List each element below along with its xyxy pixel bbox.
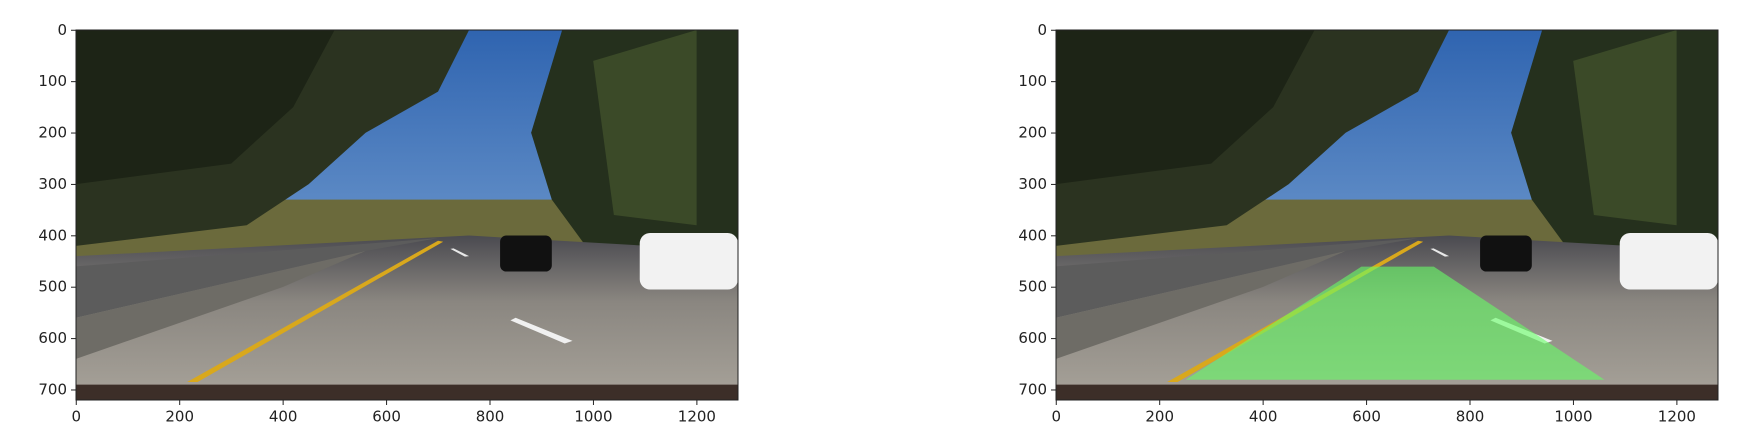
x-tick-label: 1200 <box>678 408 716 426</box>
x-tick-label: 800 <box>1456 408 1485 426</box>
x-tick-label: 600 <box>372 408 401 426</box>
x-tick-label: 600 <box>1352 408 1381 426</box>
x-tick-label: 1200 <box>1658 408 1696 426</box>
y-tick-label: 0 <box>1037 21 1047 39</box>
axes-frame <box>75 29 739 401</box>
axes: 0 200 400 600 800 1000 1200 0 100 200 300 400 500 600… <box>38 21 739 426</box>
image <box>76 30 738 400</box>
y-tick-label: 400 <box>1018 226 1047 244</box>
lane-overlay <box>1185 266 1605 380</box>
y-tick-label: 100 <box>38 72 67 90</box>
y-tick-label: 400 <box>38 226 67 244</box>
y-tick-label: 600 <box>1018 329 1047 347</box>
y-tick-label: 500 <box>38 278 67 296</box>
axes: 0 200 400 600 800 1000 1200 0 100 200 300 400 500 600… <box>1018 21 1719 426</box>
y-tick-label: 600 <box>38 329 67 347</box>
y-tick-label: 500 <box>1018 278 1047 296</box>
y-tick-label: 700 <box>1018 380 1047 398</box>
y-tick-label: 200 <box>1018 124 1047 142</box>
y-tick-label: 700 <box>38 380 67 398</box>
x-tick-label: 400 <box>269 408 298 426</box>
axes-frame <box>1055 29 1719 401</box>
y-tick-label: 300 <box>38 175 67 193</box>
x-tick-label: 200 <box>1145 408 1174 426</box>
y-tick-label: 100 <box>1018 72 1047 90</box>
y-tick-label: 0 <box>57 21 67 39</box>
x-tick-label: 800 <box>476 408 505 426</box>
x-tick-label: 1000 <box>1554 408 1592 426</box>
x-tick-label: 400 <box>1249 408 1278 426</box>
y-tick-label: 300 <box>1018 175 1047 193</box>
y-tick-label: 200 <box>38 124 67 142</box>
x-tick-label: 200 <box>165 408 194 426</box>
x-tick-label: 1000 <box>574 408 612 426</box>
x-tick-label: 0 <box>71 408 81 426</box>
x-tick-label: 0 <box>1051 408 1061 426</box>
